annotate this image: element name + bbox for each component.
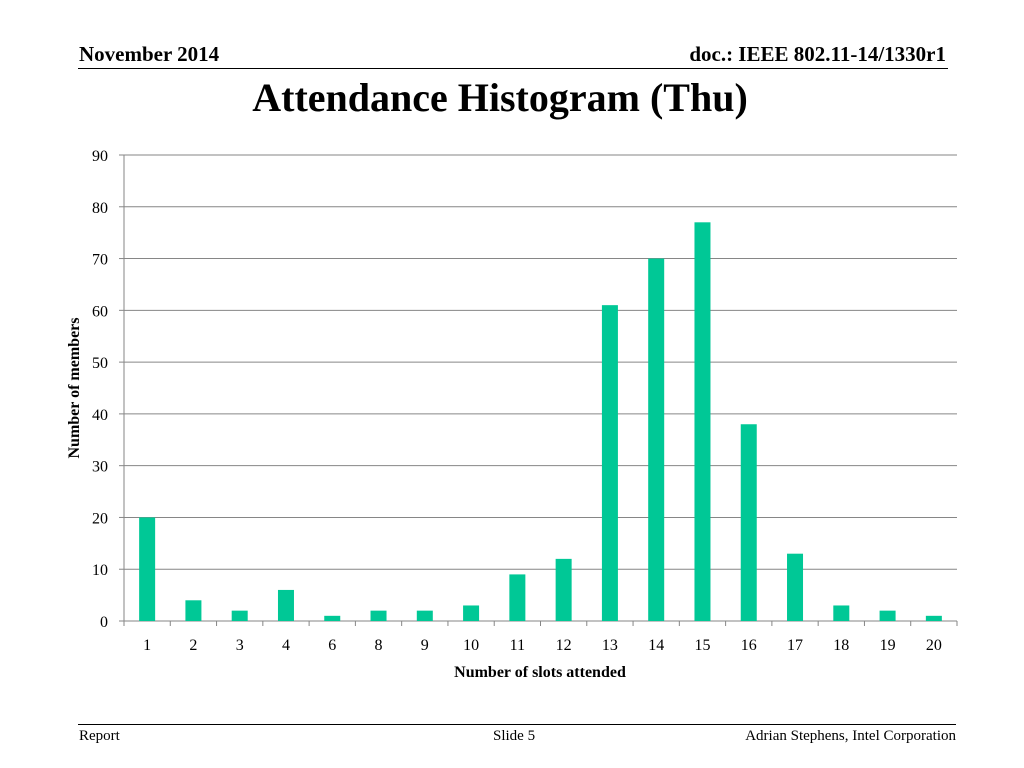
y-tick-label: 10 [92, 562, 108, 579]
bar [694, 222, 711, 622]
slide-date: November 2014 [79, 42, 220, 66]
x-tick-label: 11 [510, 637, 525, 654]
y-tick-label: 40 [92, 407, 108, 424]
bar [879, 610, 896, 621]
slide-number: Slide 5 [493, 728, 536, 744]
bar [231, 610, 248, 621]
bar [925, 615, 942, 621]
gridlines [124, 154, 957, 570]
footer-divider [78, 724, 956, 725]
y-axis-label: Number of members [66, 317, 83, 458]
axes [119, 154, 958, 626]
y-tick-label: 90 [92, 148, 108, 165]
x-tick-label: 13 [602, 637, 618, 654]
x-tick-label: 1 [143, 637, 151, 654]
x-tick-label: 18 [833, 637, 849, 654]
x-tick-label: 4 [282, 637, 290, 654]
bar [324, 615, 341, 621]
bar [601, 305, 618, 621]
x-tick-label: 15 [694, 637, 710, 654]
x-tick-label: 17 [787, 637, 803, 654]
x-tick-label: 8 [375, 637, 383, 654]
x-tick-label: 12 [556, 637, 572, 654]
footer-report-label: Report [79, 728, 120, 744]
bar [509, 574, 526, 621]
document-number: doc.: IEEE 802.11-14/1330r1 [689, 42, 946, 66]
bar [463, 605, 480, 621]
bars [139, 222, 942, 622]
x-tick-label: 16 [741, 637, 757, 654]
x-tick-label: 9 [421, 637, 429, 654]
bar [740, 424, 757, 621]
x-tick-label: 3 [236, 637, 244, 654]
footer-author: Adrian Stephens, Intel Corporation [745, 728, 956, 744]
bar [139, 517, 156, 621]
x-tick-label: 14 [648, 637, 664, 654]
x-tick-label: 2 [189, 637, 197, 654]
bar [416, 610, 433, 621]
y-tick-label: 50 [92, 355, 108, 372]
y-tick-label: 0 [100, 614, 108, 631]
y-tick-label: 80 [92, 200, 108, 217]
y-tick-labels: 0 10 20 30 40 50 60 70 80 90 [92, 148, 108, 631]
x-axis-label: Number of slots attended [454, 664, 626, 681]
x-tick-label: 6 [328, 637, 336, 654]
slide-title: Attendance Histogram (Thu) [252, 75, 748, 120]
header-divider [78, 68, 948, 69]
y-tick-label: 60 [92, 303, 108, 320]
bar [555, 558, 572, 621]
x-tick-label: 19 [880, 637, 896, 654]
x-tick-label: 20 [926, 637, 942, 654]
bar [648, 258, 665, 621]
bar [833, 605, 850, 621]
y-tick-label: 70 [92, 252, 108, 269]
x-tick-label: 10 [463, 637, 479, 654]
bar [370, 610, 387, 621]
bar [185, 600, 202, 621]
y-tick-label: 20 [92, 510, 108, 527]
bar [277, 589, 294, 621]
x-tick-labels: 1 2 3 4 6 8 9 10 11 12 13 14 15 16 17 18 19 20 [143, 637, 942, 654]
y-tick-label: 30 [92, 459, 108, 476]
bar [787, 553, 804, 621]
